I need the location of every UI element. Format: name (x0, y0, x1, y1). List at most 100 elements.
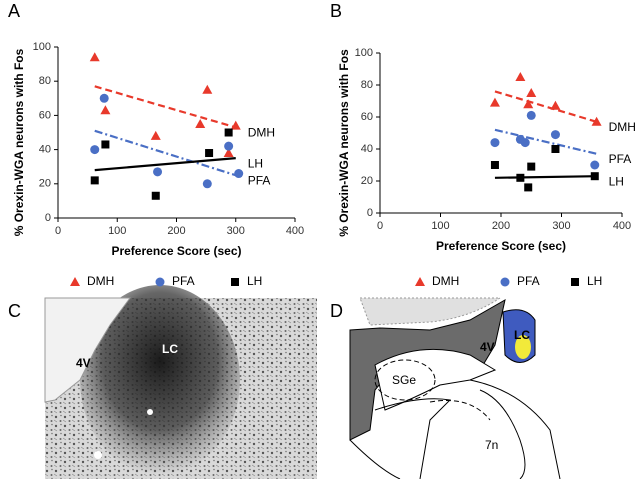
marker (523, 99, 534, 109)
marker (490, 161, 499, 169)
marker (153, 167, 163, 177)
y-tick-label: 40 (39, 144, 51, 156)
micrograph: 4V LC (44, 285, 317, 479)
x-tick-label: 400 (286, 225, 304, 237)
marker (550, 130, 560, 140)
diagram-label: LC (514, 328, 530, 342)
y-tick-label: 20 (39, 178, 51, 190)
trend-line (94, 129, 237, 177)
y-tick-label: 80 (361, 79, 373, 91)
marker (99, 93, 109, 103)
legend-marker (415, 277, 425, 286)
marker (151, 191, 160, 200)
panel-label: A (8, 1, 20, 21)
y-tick-label: 60 (361, 111, 373, 123)
legend-label: DMH (87, 274, 114, 288)
marker (515, 72, 526, 81)
diagram-label: SGe (392, 373, 416, 387)
legend-label: LH (247, 274, 262, 288)
diagram-label: 4V (480, 340, 495, 354)
contour (349, 439, 401, 479)
legend-label: DMH (432, 274, 459, 288)
legend-marker (231, 278, 239, 286)
marker (89, 52, 100, 62)
y-tick-label: 60 (39, 109, 51, 121)
marker (526, 88, 537, 97)
white-region (374, 348, 497, 411)
marker (223, 148, 234, 158)
marker (590, 172, 599, 181)
diagram-label: 7n (485, 438, 498, 452)
x-tick-label: 300 (227, 225, 245, 237)
marker (490, 138, 500, 148)
x-tick-label: 400 (613, 220, 631, 232)
micrograph-label: LC (162, 342, 178, 356)
marker (489, 97, 500, 107)
series-label: LH (609, 174, 624, 188)
lc-core (515, 335, 531, 359)
x-tick-label: 200 (167, 225, 185, 237)
dashed-contour (429, 399, 491, 421)
y-tick-label: 0 (45, 212, 51, 224)
marker (202, 179, 212, 189)
contour (469, 379, 561, 479)
marker (101, 140, 110, 149)
y-tick-label: 40 (361, 143, 373, 155)
marker (195, 118, 206, 128)
marker (590, 160, 600, 170)
marker (234, 169, 244, 179)
x-axis-label: Preference Score (sec) (111, 244, 241, 258)
x-tick-label: 100 (108, 225, 126, 237)
contour (374, 398, 452, 479)
trend-line (94, 157, 236, 172)
marker (224, 128, 233, 137)
marker (90, 176, 99, 185)
y-tick-label: 80 (39, 75, 51, 87)
x-tick-label: 100 (431, 220, 449, 232)
x-axis-label: Preference Score (sec) (436, 239, 566, 253)
marker (527, 162, 536, 171)
series-label: DMH (609, 120, 636, 134)
x-tick-label: 0 (55, 225, 61, 237)
vessel (94, 451, 102, 459)
marker (205, 149, 214, 158)
vessel (147, 409, 153, 415)
series-label: PFA (248, 173, 271, 187)
series-label: DMH (248, 126, 275, 140)
legend-marker (155, 277, 165, 287)
trend-line (494, 90, 597, 123)
micrograph-label: 4V (76, 356, 91, 370)
panel-label: B (330, 1, 342, 21)
y-tick-label: 20 (361, 175, 373, 187)
legend-label: PFA (517, 274, 540, 288)
marker (591, 116, 602, 126)
trend-line (94, 85, 237, 129)
panel-label: D (330, 301, 343, 321)
marker (150, 130, 161, 140)
y-tick-label: 100 (33, 41, 51, 53)
marker (90, 145, 100, 155)
lc-region (80, 285, 240, 475)
marker (100, 105, 111, 115)
marker (524, 183, 533, 192)
marker (516, 173, 525, 182)
trend-line (494, 175, 597, 179)
legend-label: LH (587, 274, 602, 288)
legend-marker (500, 277, 510, 287)
x-tick-label: 300 (552, 220, 570, 232)
diagram: 4V LC SGe 7n (349, 297, 561, 479)
trend-line (494, 128, 597, 155)
marker (551, 145, 560, 153)
top-region (359, 297, 502, 326)
ventricle (44, 297, 131, 403)
contour (479, 389, 526, 479)
y-tick-label: 100 (355, 47, 373, 59)
marker (230, 120, 241, 130)
marker (202, 84, 213, 94)
legend-marker (70, 277, 80, 286)
marker (224, 141, 234, 151)
marker (550, 100, 561, 110)
legend-marker (571, 278, 579, 286)
panel-label: C (8, 301, 21, 321)
